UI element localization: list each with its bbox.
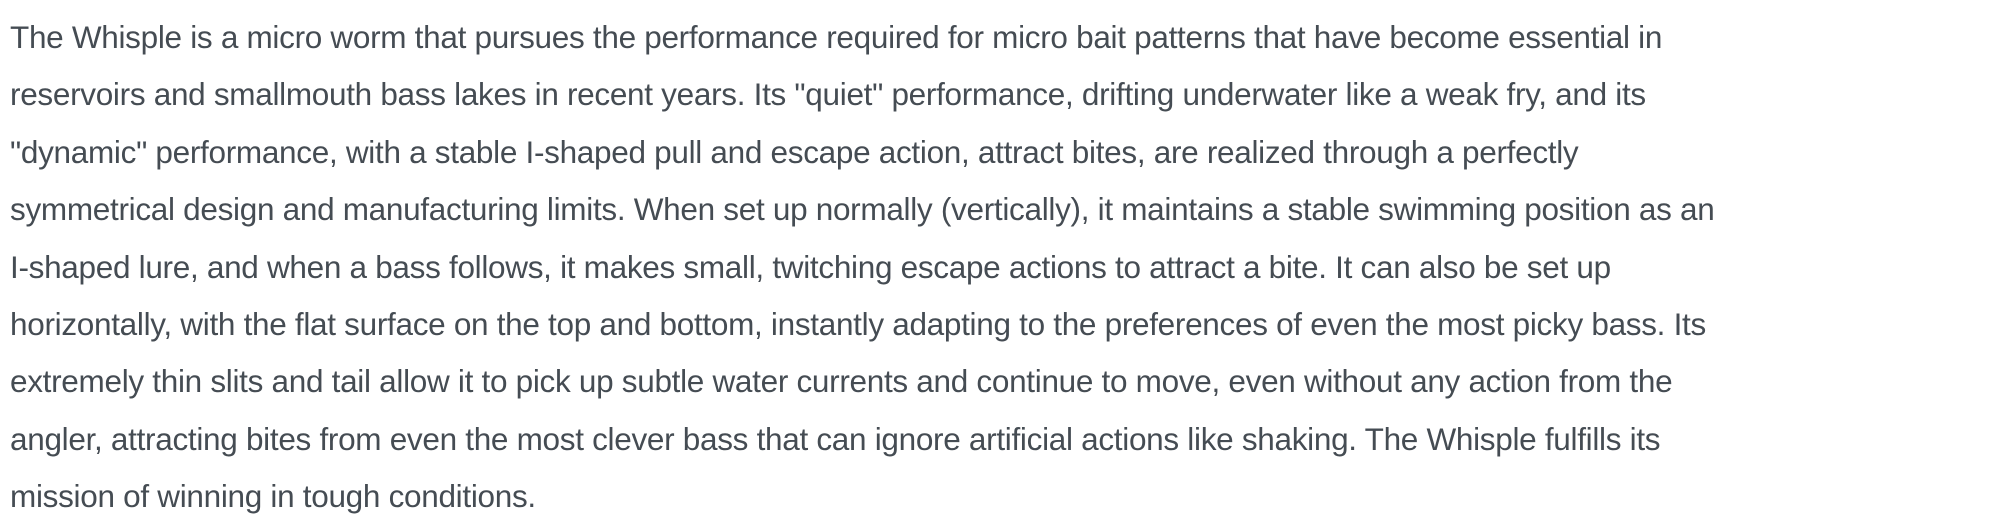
paragraph-line: I-shaped lure, and when a bass follows, … [10,248,1611,285]
paragraph-line: mission of winning in tough conditions. [10,478,536,515]
paragraph-line: extremely thin slits and tail allow it t… [10,363,1673,400]
paragraph-line: "dynamic" performance, with a stable I-s… [10,133,1579,170]
paragraph-line: reservoirs and smallmouth bass lakes in … [10,76,1646,113]
paragraph-line: The Whisple is a micro worm that pursues… [10,19,1663,55]
paragraph-line: angler, attracting bites from even the m… [10,420,1661,457]
paragraph-line: horizontally, with the flat surface on t… [10,305,1706,342]
paragraph-line: symmetrical design and manufacturing lim… [10,191,1715,228]
